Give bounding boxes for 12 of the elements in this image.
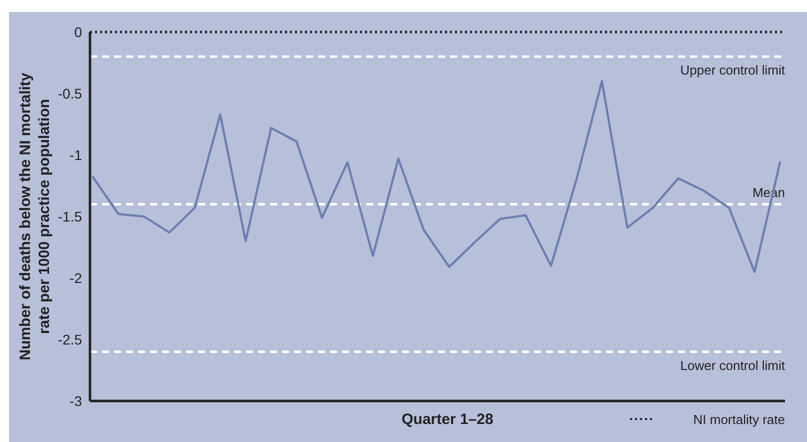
y-tick-label: -1.5 <box>58 208 82 224</box>
y-tick-label: 0 <box>74 24 82 40</box>
y-tick-label: -2 <box>70 270 82 286</box>
x-axis-title: Quarter 1–28 <box>402 411 494 428</box>
ref-line-label: Upper control limit <box>680 62 786 78</box>
y-tick-label: -1 <box>70 147 82 163</box>
y-axis-title: Number of deaths below the NI mortality rate per 1000 practice population <box>17 72 53 360</box>
y-tick-label: -3 <box>70 393 82 409</box>
ref-line-label: NI mortality rate <box>693 412 785 427</box>
y-tick-label: -0.5 <box>58 86 82 102</box>
ref-line-label: Lower control limit <box>680 358 786 373</box>
y-tick-label: -2.5 <box>58 332 82 348</box>
